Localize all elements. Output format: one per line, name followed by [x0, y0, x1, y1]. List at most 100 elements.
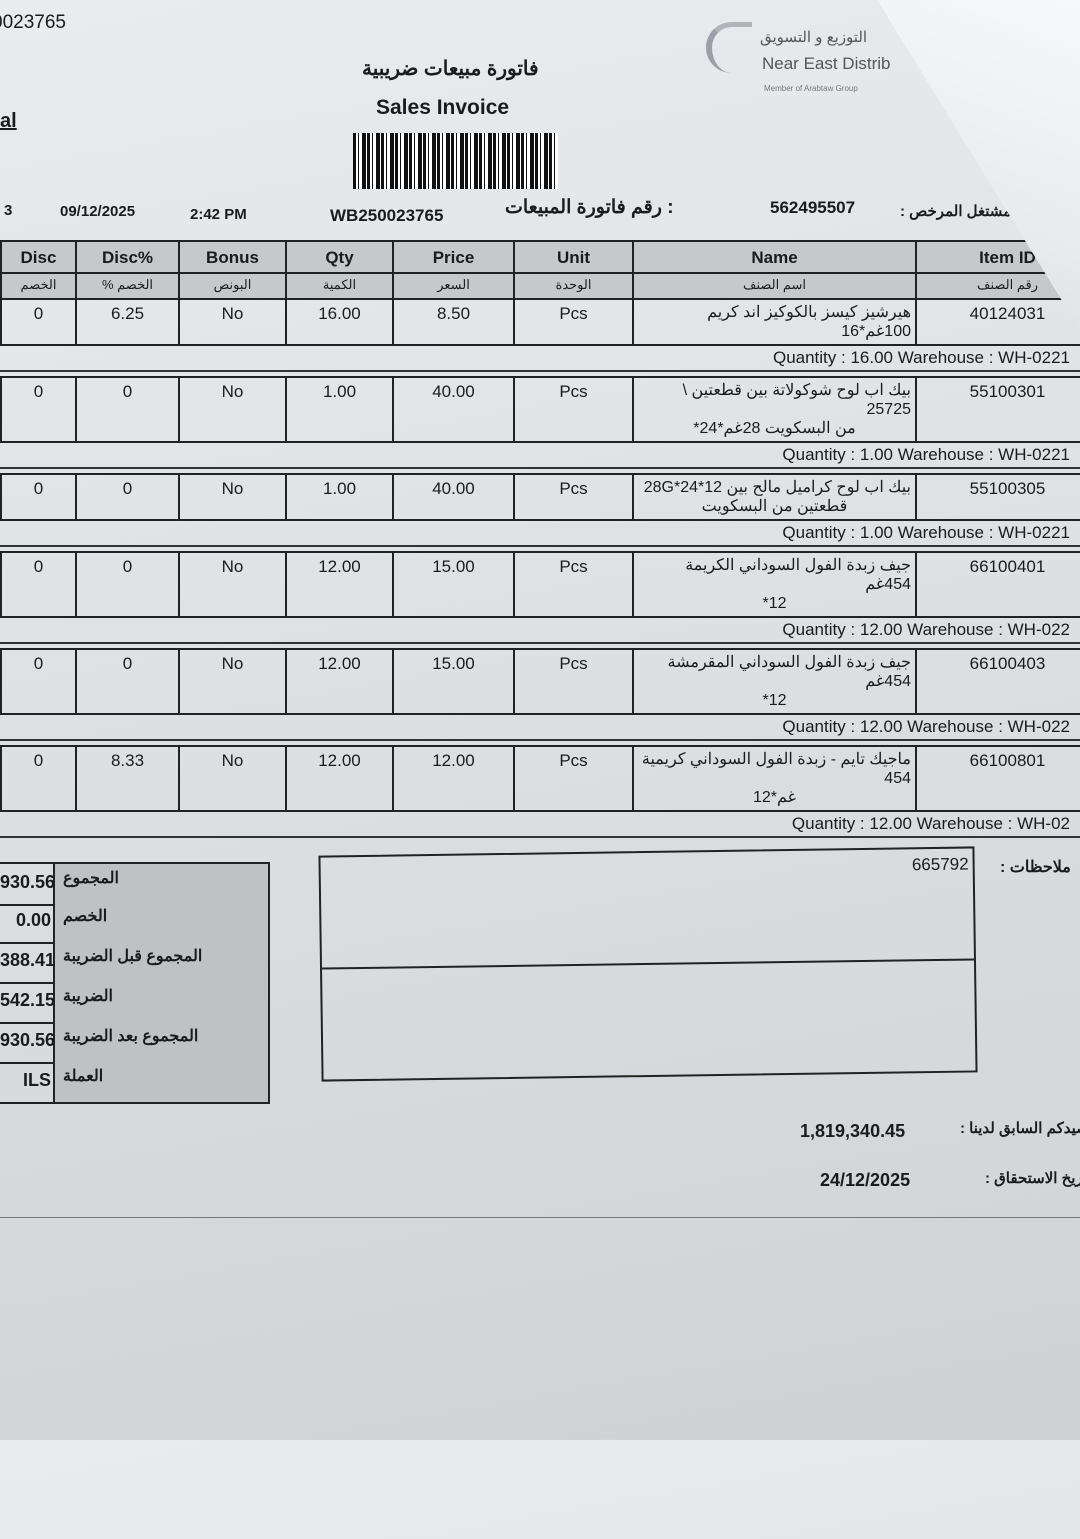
column-header-en: Disc%	[101, 248, 154, 267]
column-header-en: Name	[751, 248, 798, 267]
table-row: 0 0 No 1.00 40.00 Pcs بيك اب لوح كراميل مالح ب…	[0, 473, 1080, 547]
total-row: 930.56 المجموع بعد الضريبة	[0, 1022, 270, 1064]
invoice-number-partial: 0023765	[0, 12, 66, 33]
table-row: 0 0 No 1.00 40.00 Pcs بيك اب لوح شوكولاتة بين …	[0, 376, 1080, 469]
row-separator	[0, 642, 1080, 644]
cell-qty: 1.00	[285, 376, 394, 443]
cell-value: 40.00	[432, 382, 475, 401]
cell-value: No	[221, 304, 244, 323]
cell-disc: 0	[0, 648, 77, 715]
cell-disc: 0	[0, 298, 77, 346]
row-separator	[0, 545, 1080, 547]
column-header-en: Disc	[20, 248, 57, 267]
title-arabic: فاتورة مبيعات ضريبية	[362, 58, 539, 80]
left-partial-text: al	[0, 110, 17, 132]
cell-value: 0	[33, 479, 44, 498]
total-value: 930.56	[0, 864, 55, 904]
cell-value: 8.33	[110, 751, 145, 770]
column-header-ar: الخصم	[2, 272, 75, 293]
cell-value: 12.00	[318, 654, 361, 673]
total-label: الخصم	[55, 902, 270, 942]
table-row: 0 8.33 No 12.00 12.00 Pcs ماجيك تايم - زبدة ال…	[0, 745, 1080, 838]
cell-name: بيك اب لوح شوكولاتة بين قطعتين \ 25725 من…	[632, 376, 917, 443]
cell-price: 40.00	[392, 376, 515, 443]
cell-bonus: No	[178, 298, 287, 346]
cell-disc-pct: 0	[75, 551, 180, 618]
page-number-partial: 3	[4, 202, 13, 219]
total-label: المجموع	[55, 864, 270, 904]
total-value: 930.56	[0, 1022, 55, 1062]
item-name: جيف زبدة الفول السوداني المقرمشة 454غم	[667, 654, 911, 690]
cell-value: No	[221, 654, 244, 673]
cell-name: جيف زبدة الفول السوداني المقرمشة 454غم 12…	[632, 648, 917, 715]
cell-price: 12.00	[392, 745, 515, 812]
company-name-ar: التوزيع و التسويق	[760, 29, 868, 46]
table-row: 0 6.25 No 16.00 8.50 Pcs هيرشيز كيسز بالكوكيز …	[0, 298, 1080, 372]
table-header-row: Disc الخصم Disc% % الخصم Bonus البونص Qt…	[0, 240, 1080, 300]
cell-value: Pcs	[559, 751, 588, 770]
row-detail: Quantity : 12.00 Warehouse : WH-02	[791, 814, 1070, 833]
cell-qty: 1.00	[285, 473, 394, 521]
total-row: ILS العملة	[0, 1062, 270, 1104]
total-label: العملة	[55, 1062, 270, 1102]
column-header-disc: Disc الخصم	[0, 240, 77, 300]
cell-name: بيك اب لوح كراميل مالح بين 12*24*28G قطعت…	[632, 473, 917, 521]
cell-bonus: No	[178, 745, 287, 812]
cell-value: 66100801	[969, 751, 1046, 770]
notes-box: 665792	[318, 846, 978, 1082]
total-value: 542.15	[0, 982, 55, 1022]
cell-name: ماجيك تايم - زبدة الفول السوداني كريمية …	[632, 745, 917, 812]
column-header-ar: رقم الصنف	[917, 272, 1080, 293]
table-row: 0 0 No 12.00 15.00 Pcs جيف زبدة الفول السوداني…	[0, 551, 1080, 644]
total-label: المجموع بعد الضريبة	[55, 1022, 270, 1062]
cell-bonus: No	[178, 551, 287, 618]
item-name-line2: من البسكويت 28غم*24*	[693, 420, 856, 437]
cell-value: No	[221, 751, 244, 770]
cell-value: No	[221, 557, 244, 576]
cell-value: 0	[122, 479, 133, 498]
barcode	[353, 133, 558, 189]
cell-disc-pct: 0	[75, 376, 180, 443]
row-separator	[0, 467, 1080, 469]
invoice-time: 2:42 PM	[190, 206, 247, 223]
cell-unit: Pcs	[513, 648, 634, 715]
total-label: المجموع قبل الضريبة	[55, 942, 270, 982]
cell-value: 0	[33, 654, 44, 673]
cell-value: 15.00	[432, 557, 475, 576]
notes-label: ملاحظات :	[1000, 859, 1071, 876]
row-separator	[0, 739, 1080, 741]
cell-unit: Pcs	[513, 298, 634, 346]
column-header-ar: البونص	[180, 272, 285, 293]
row-detail: Quantity : 1.00 Warehouse : WH-0221	[782, 445, 1070, 464]
cell-value: 0	[33, 304, 44, 323]
cell-price: 15.00	[392, 551, 515, 618]
previous-balance: 1,819,340.45	[800, 1121, 906, 1141]
column-header-qty: Qty الكمية	[285, 240, 394, 300]
invoice-number-label: : رقم فاتورة المبيعات	[505, 197, 674, 218]
column-header-en: Price	[432, 248, 475, 267]
column-header-price: Price السعر	[392, 240, 515, 300]
item-name-line2: قطعتين من البسكويت	[701, 498, 848, 515]
cell-value: Pcs	[559, 479, 588, 498]
cell-disc: 0	[0, 473, 77, 521]
cell-disc-pct: 0	[75, 473, 180, 521]
column-header-ar: الوحدة	[515, 272, 632, 293]
items-table: Disc الخصم Disc% % الخصم Bonus البونص Qt…	[0, 240, 1080, 844]
cell-value: 0	[33, 557, 44, 576]
cell-value: 6.25	[110, 304, 145, 323]
cell-item-id: 66100801	[915, 745, 1080, 812]
cell-value: 1.00	[322, 382, 357, 401]
cell-unit: Pcs	[513, 473, 634, 521]
total-value: 388.41	[0, 942, 55, 982]
total-label: الضريبة	[55, 982, 270, 1022]
total-value: ILS	[0, 1062, 55, 1102]
license-label: المشتغل المرخص :	[900, 203, 1021, 220]
cell-value: No	[221, 479, 244, 498]
cell-item-id: 40124031	[915, 298, 1080, 346]
cell-value: Pcs	[559, 557, 588, 576]
cell-qty: 12.00	[285, 745, 394, 812]
title-english: Sales Invoice	[376, 96, 510, 119]
cell-price: 15.00	[392, 648, 515, 715]
cell-qty: 12.00	[285, 551, 394, 618]
notes-value: 665792	[911, 854, 969, 875]
